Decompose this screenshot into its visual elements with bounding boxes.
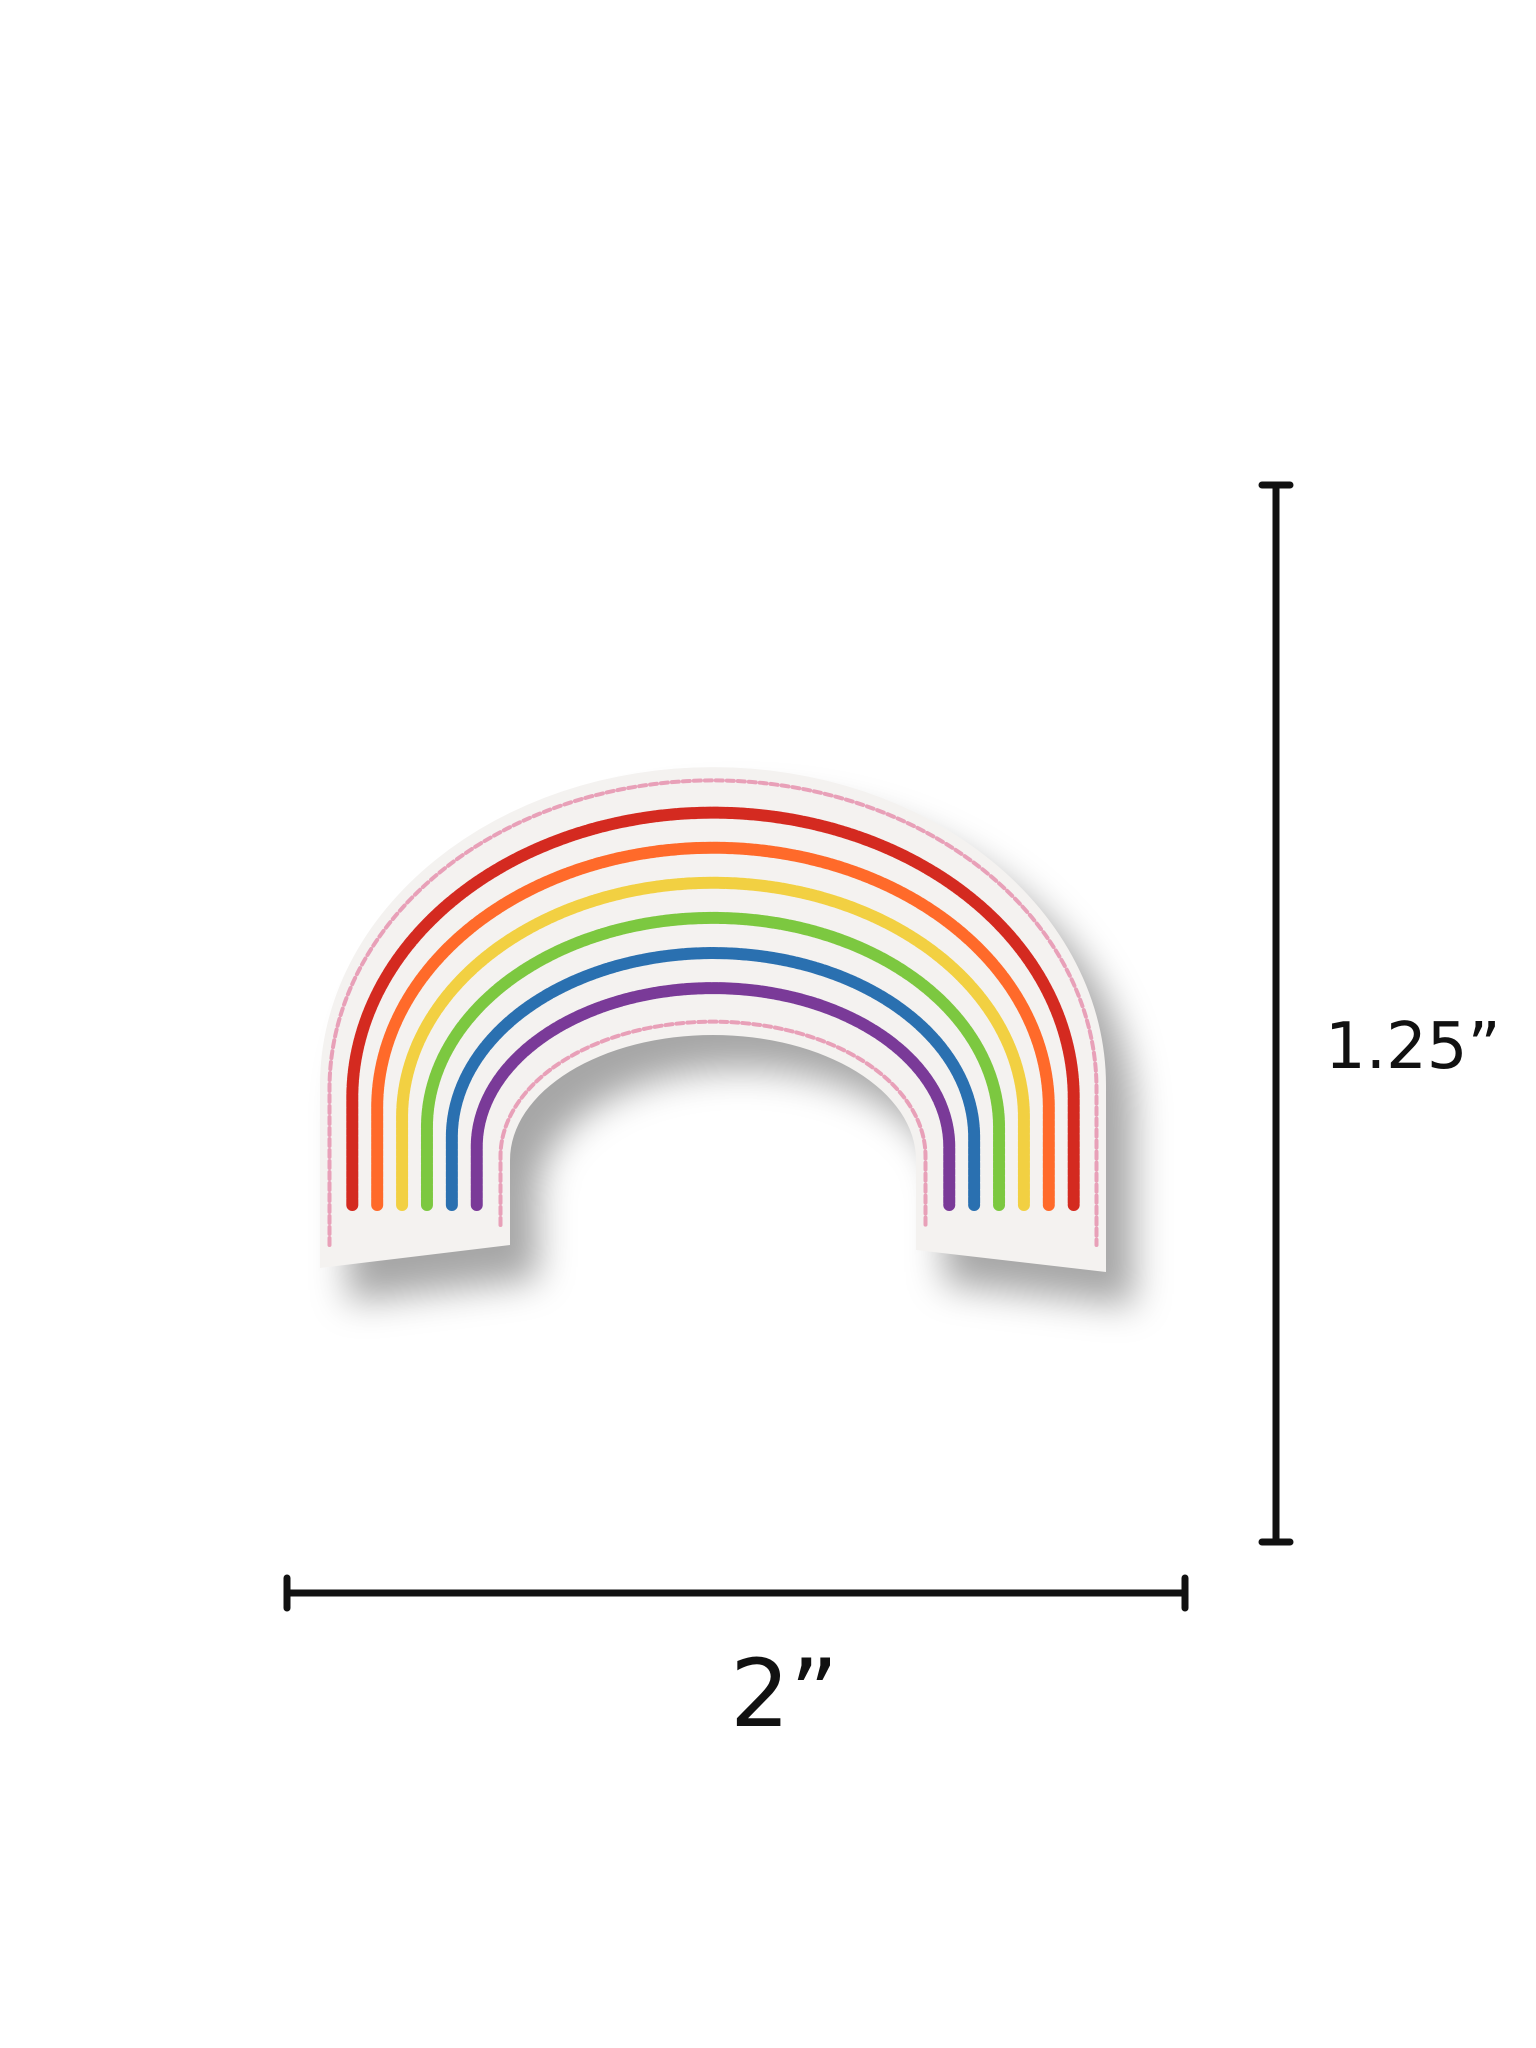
rainbow-stripe [445, 947, 981, 1211]
rainbow-stripe [346, 806, 1080, 1211]
stitch-lines [327, 778, 1099, 1247]
height-dimension-line [1258, 481, 1294, 1546]
rainbow-stripe [470, 982, 956, 1211]
rainbow-stripe [420, 911, 1006, 1211]
width-label: 2” [730, 1640, 839, 1749]
height-label: 1.25” [1325, 1010, 1501, 1084]
outer-border-stitch [327, 778, 1099, 1247]
inner-border-stitch [498, 1019, 928, 1227]
width-dimension-line [283, 1574, 1189, 1612]
rainbow-stripe [371, 841, 1055, 1211]
rainbow-stripe [396, 876, 1030, 1211]
